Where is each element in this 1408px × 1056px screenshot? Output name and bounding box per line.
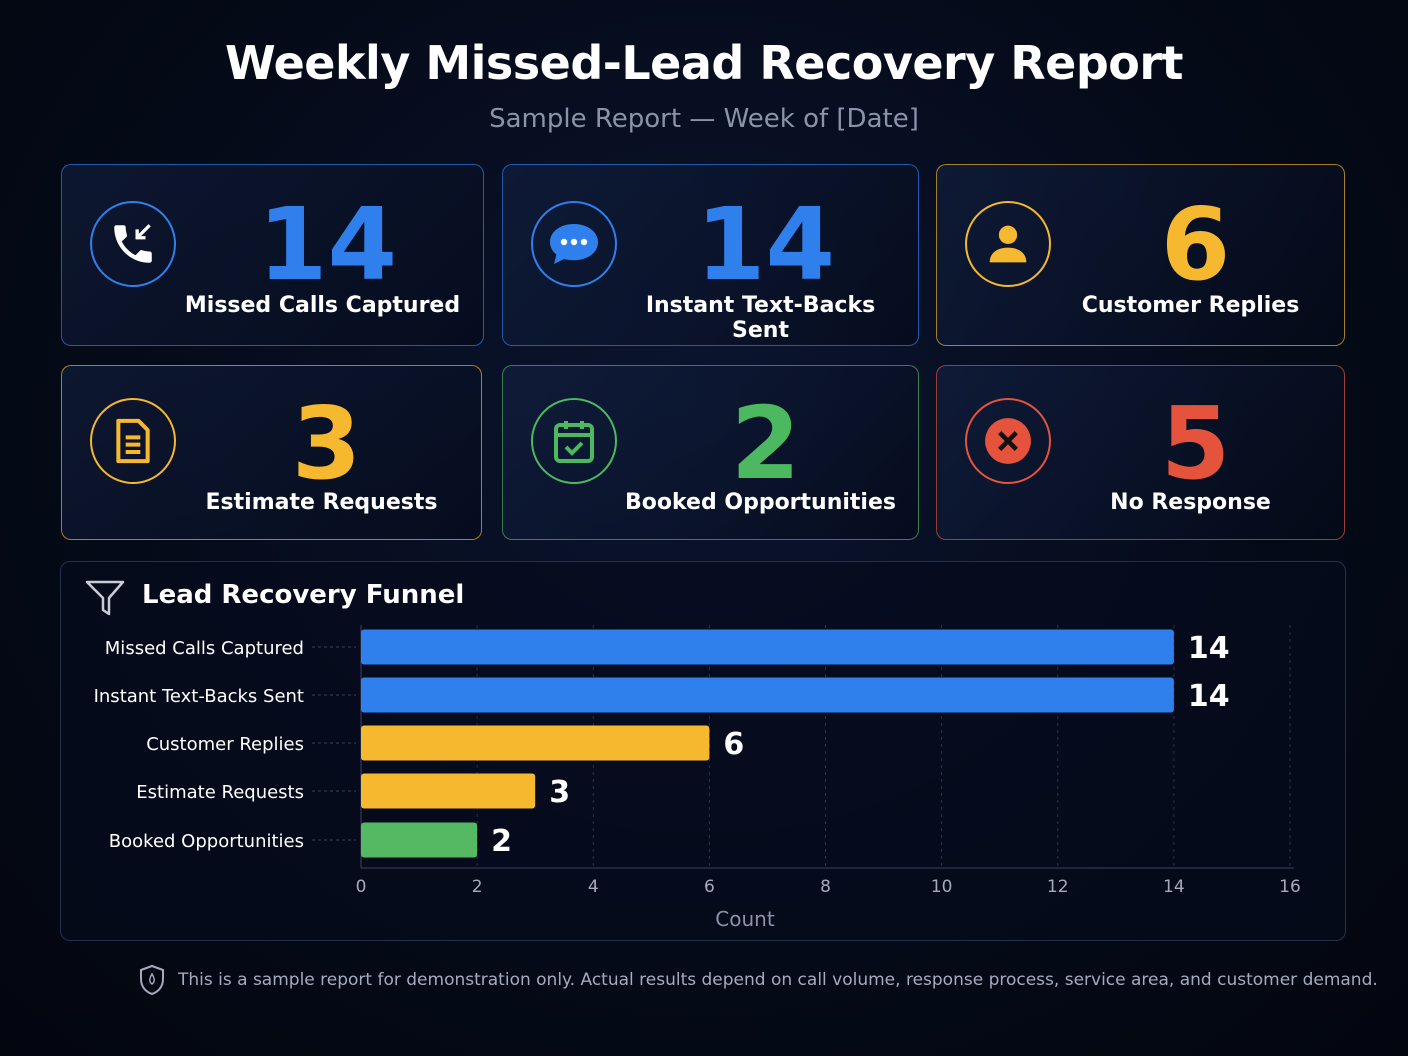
bar-value-label: 14 xyxy=(1188,679,1230,714)
category-label: Estimate Requests xyxy=(136,782,304,803)
stat-label: Estimate Requests xyxy=(205,490,438,515)
stat-value: 14 xyxy=(257,186,398,303)
stat-value: 14 xyxy=(695,186,836,303)
page-title: Weekly Missed-Lead Recovery Report xyxy=(224,36,1184,90)
stat-value: 2 xyxy=(730,385,801,502)
stat-card: 3 Estimate Requests xyxy=(61,365,482,540)
disclaimer: This is a sample report for demonstratio… xyxy=(178,970,1378,990)
x-axis-label: Count xyxy=(715,907,775,931)
x-tick-label: 14 xyxy=(1163,877,1185,897)
stat-card: 2 Booked Opportunities xyxy=(502,365,919,540)
stat-card: 14 Instant Text-Backs Sent xyxy=(502,164,919,346)
x-tick-label: 10 xyxy=(931,877,953,897)
stat-value: 5 xyxy=(1160,385,1231,502)
bar-value-label: 6 xyxy=(723,727,744,762)
shield-icon xyxy=(140,964,164,996)
category-label: Missed Calls Captured xyxy=(105,638,304,659)
x-tick-label: 8 xyxy=(820,877,831,897)
x-tick-label: 12 xyxy=(1047,877,1069,897)
funnel-title: Lead Recovery Funnel xyxy=(142,580,465,610)
stat-card: 14 Missed Calls Captured xyxy=(61,164,484,346)
bar-value-label: 14 xyxy=(1188,631,1230,666)
funnel-icon xyxy=(85,580,125,616)
bar-value-label: 2 xyxy=(491,824,512,859)
stat-card: 6 Customer Replies xyxy=(936,164,1345,346)
category-label: Instant Text-Backs Sent xyxy=(94,686,304,707)
category-label: Booked Opportunities xyxy=(109,831,304,852)
stat-label: Missed Calls Captured xyxy=(184,293,461,318)
stat-card: 5 No Response xyxy=(936,365,1345,540)
x-tick-label: 0 xyxy=(356,877,367,897)
bar xyxy=(361,725,710,761)
bar xyxy=(361,822,478,858)
bar-value-label: 3 xyxy=(549,775,570,810)
bar xyxy=(361,677,1174,713)
user-icon xyxy=(965,201,1051,287)
category-label: Customer Replies xyxy=(146,734,304,755)
stat-label: Instant Text-Backs Sent xyxy=(645,293,876,343)
stat-label: Customer Replies xyxy=(1081,293,1300,318)
stat-value: 3 xyxy=(291,385,362,502)
bar xyxy=(361,629,1174,665)
x-tick-label: 6 xyxy=(704,877,715,897)
calendar-check-icon xyxy=(531,398,617,484)
bar xyxy=(361,773,536,809)
x-tick-label: 2 xyxy=(472,877,483,897)
x-tick-label: 4 xyxy=(588,877,599,897)
stat-label: Booked Opportunities xyxy=(625,490,896,515)
chat-bubble-icon xyxy=(531,201,617,287)
x-tick-label: 16 xyxy=(1279,877,1301,897)
x-circle-icon xyxy=(965,398,1051,484)
stat-label: No Response xyxy=(1110,490,1271,515)
phone-incoming-icon xyxy=(90,201,176,287)
stat-value: 6 xyxy=(1160,186,1231,303)
document-icon xyxy=(90,398,176,484)
page-subtitle: Sample Report — Week of [Date] xyxy=(489,104,919,134)
